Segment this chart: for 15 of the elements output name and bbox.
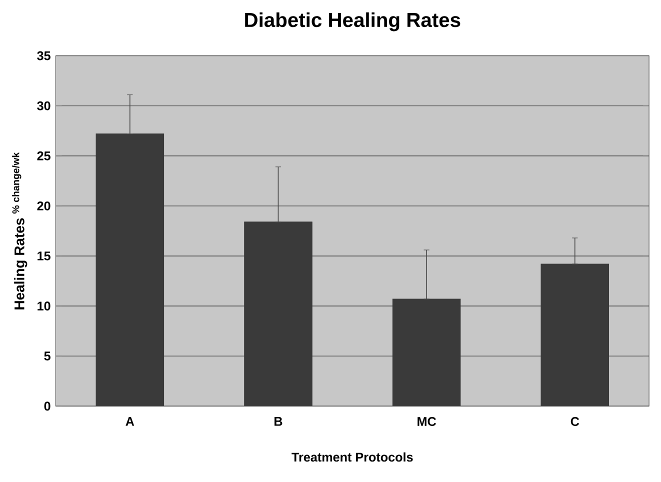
y-tick-label: 30 (37, 101, 50, 110)
x-tick-label: A (126, 417, 134, 426)
y-axis-title: Healing Rates $^{% change/wk}$ (12, 152, 28, 310)
x-tick-label: MC (418, 417, 436, 426)
y-tick-label: 15 (38, 252, 50, 260)
y-tick-label: 35 (37, 51, 50, 60)
y-tick-label: 10 (38, 302, 50, 311)
x-tick-label: B (274, 417, 282, 426)
y-tick-label: 20 (37, 202, 50, 210)
y-tick-label: 0 (44, 402, 50, 411)
y-tick-label: 5 (44, 352, 50, 361)
chart-title: Diabetic Healing Rates (245, 12, 460, 32)
y-tick-label: 25 (37, 151, 50, 160)
x-axis-title: Treatment Protocols (292, 452, 413, 462)
x-tick-label: C (570, 417, 580, 426)
